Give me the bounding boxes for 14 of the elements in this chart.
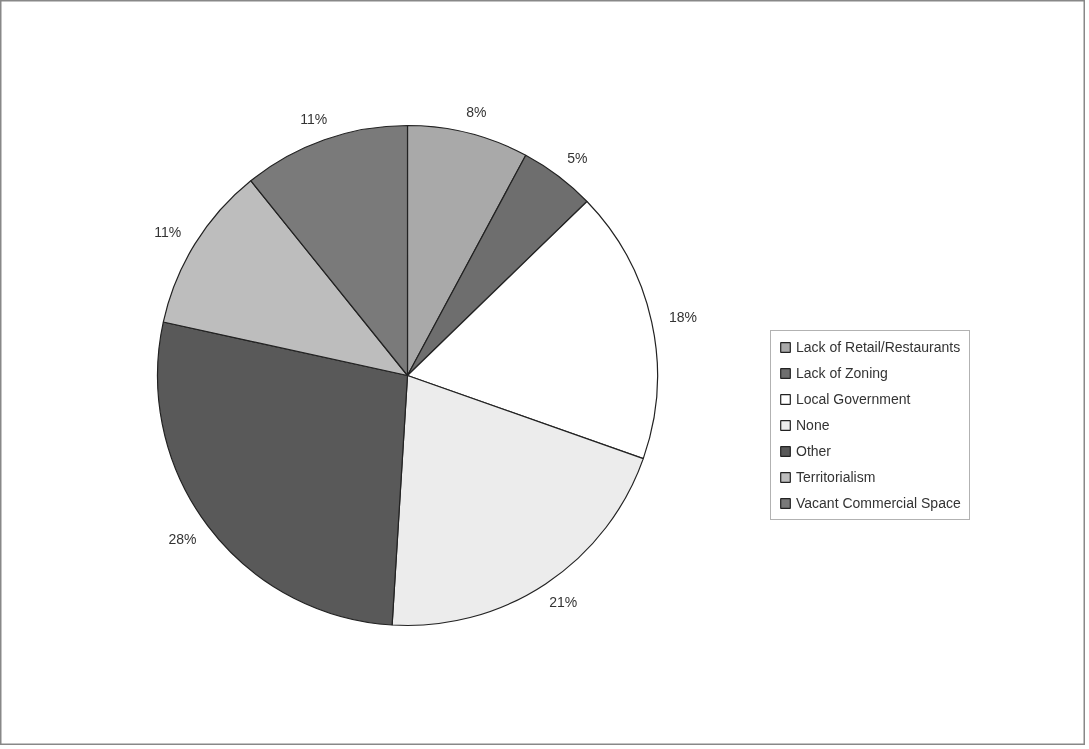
data-label: 28%: [168, 531, 197, 548]
legend-label: None: [796, 417, 830, 433]
data-label: 21%: [549, 594, 578, 611]
data-label: 11%: [154, 224, 182, 241]
data-label: 5%: [567, 150, 588, 167]
data-label: 8%: [466, 103, 487, 120]
data-label: 18%: [668, 309, 697, 326]
data-label: 11%: [300, 110, 328, 127]
legend-label: Territorialism: [796, 469, 876, 485]
legend-label: Lack of Retail/Restaurants: [796, 339, 961, 355]
legend-label: Local Government: [796, 391, 911, 407]
legend-label: Lack of Zoning: [796, 365, 888, 381]
legend-label: Vacant Commercial Space: [796, 495, 961, 511]
legend-label: Other: [796, 443, 832, 459]
